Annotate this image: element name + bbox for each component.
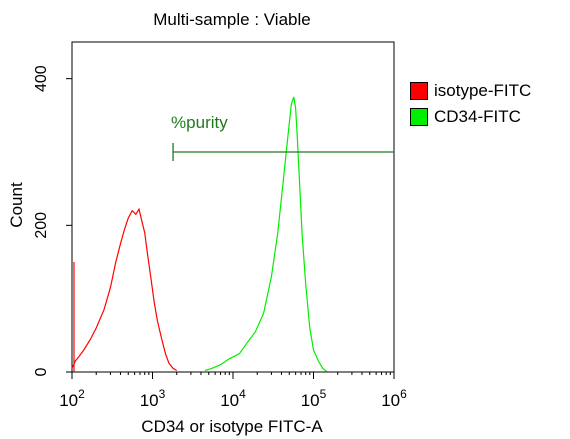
x-tick-base: 10 <box>59 391 78 410</box>
x-tick-base: 10 <box>220 391 239 410</box>
plot-frame <box>71 41 395 373</box>
x-tick-label: 105 <box>301 387 327 410</box>
x-tick-exponent: 4 <box>239 387 246 401</box>
x-tick-label: 103 <box>140 387 166 410</box>
series-line-isotype-fitc <box>71 207 178 372</box>
y-axis: 0 200 400 <box>33 65 72 376</box>
y-tick-label: 200 <box>33 212 50 239</box>
x-tick-exponent: 2 <box>78 387 85 401</box>
legend-swatch <box>410 108 428 126</box>
legend-swatch <box>410 82 428 100</box>
gate-layer: %purity <box>171 113 394 161</box>
x-tick-exponent: 3 <box>159 387 166 401</box>
y-tick-label: 0 <box>33 367 50 376</box>
x-axis-label: CD34 or isotype FITC-A <box>141 417 323 436</box>
legend-item-isotype-fitc: isotype-FITC <box>410 78 531 104</box>
chart-legend: isotype-FITC CD34-FITC <box>410 78 531 130</box>
x-axis: 102 103 104 105 106 <box>59 372 407 410</box>
x-tick-label: 102 <box>59 387 85 410</box>
series-line-cd34-fitc <box>204 96 327 372</box>
x-tick-exponent: 6 <box>400 387 407 401</box>
x-tick-base: 10 <box>301 391 320 410</box>
chart-title: Multi-sample : Viable <box>153 10 310 29</box>
gate-label: %purity <box>171 113 228 132</box>
y-tick-label: 400 <box>33 65 50 92</box>
legend-item-cd34-fitc: CD34-FITC <box>410 104 531 130</box>
x-tick-base: 10 <box>140 391 159 410</box>
legend-label: isotype-FITC <box>434 81 532 100</box>
x-tick-label: 104 <box>220 387 246 410</box>
x-tick-base: 10 <box>381 391 400 410</box>
x-tick-label: 106 <box>381 387 407 410</box>
x-tick-exponent: 5 <box>320 387 327 401</box>
legend-label: CD34-FITC <box>434 107 521 126</box>
y-axis-label: Count <box>7 182 26 228</box>
series-layer <box>71 96 327 372</box>
